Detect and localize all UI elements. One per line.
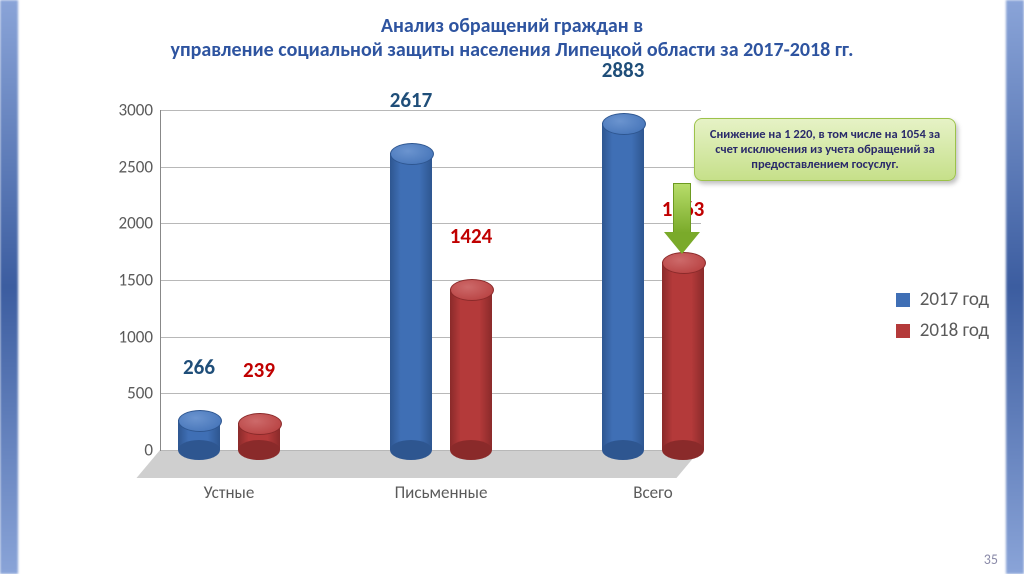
title-line-1: Анализ обращений граждан в xyxy=(381,14,643,38)
y-tick-label: 2000 xyxy=(119,213,161,234)
page-number: 35 xyxy=(984,551,998,568)
callout-text: Снижение на 1 220, в том числе на 1054 з… xyxy=(710,127,940,172)
bar xyxy=(662,262,704,450)
y-tick-label: 0 xyxy=(144,440,161,461)
data-label: 2617 xyxy=(390,87,433,113)
y-tick-label: 3000 xyxy=(119,100,161,121)
decorative-stripe-right xyxy=(1006,0,1024,574)
data-label: 239 xyxy=(243,357,275,383)
legend: 2017 год 2018 год xyxy=(896,280,989,350)
data-label: 1424 xyxy=(450,223,493,249)
bar xyxy=(602,123,644,450)
y-tick-label: 1000 xyxy=(119,326,161,347)
decorative-stripe-left xyxy=(0,0,18,574)
legend-label-2018: 2018 год xyxy=(920,319,989,342)
data-label: 2883 xyxy=(602,57,645,83)
legend-swatch-2017 xyxy=(896,293,910,307)
bar xyxy=(390,153,432,450)
y-tick-label: 2500 xyxy=(119,156,161,177)
bar xyxy=(178,420,220,450)
legend-swatch-2018 xyxy=(896,324,910,338)
y-tick-label: 1500 xyxy=(119,270,161,291)
x-category-label: Всего xyxy=(633,482,673,503)
legend-item-2018: 2018 год xyxy=(896,319,989,342)
bar-chart: 050010001500200025003000Устные266239Пись… xyxy=(100,110,700,490)
y-tick-label: 500 xyxy=(127,383,161,404)
page-title: Анализ обращений граждан в управление со… xyxy=(30,14,994,62)
bar xyxy=(450,289,492,450)
x-category-label: Письменные xyxy=(395,482,488,503)
legend-label-2017: 2017 год xyxy=(920,288,989,311)
title-line-2: управление социальной защиты населения Л… xyxy=(171,38,854,62)
x-category-label: Устные xyxy=(204,482,255,503)
data-label: 266 xyxy=(183,354,215,380)
chart-plot-area: 050010001500200025003000Устные266239Пись… xyxy=(160,110,701,451)
callout-box: Снижение на 1 220, в том числе на 1054 з… xyxy=(694,118,956,181)
bar xyxy=(238,423,280,450)
legend-item-2017: 2017 год xyxy=(896,288,989,311)
